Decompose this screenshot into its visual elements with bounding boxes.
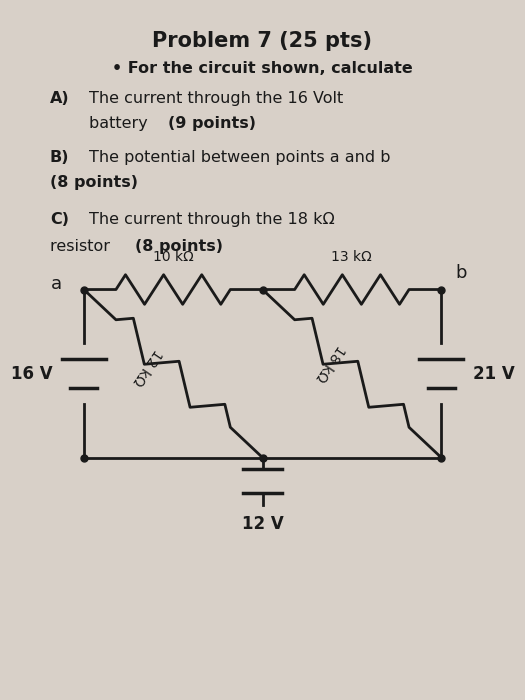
Text: 12 V: 12 V [242,514,284,533]
Text: B): B) [50,150,69,164]
Text: battery: battery [89,116,152,131]
Text: (8 points): (8 points) [134,239,223,254]
Text: The current through the 18 kΩ: The current through the 18 kΩ [89,212,334,228]
Text: • For the circuit shown, calculate: • For the circuit shown, calculate [112,61,413,76]
Text: 13 kΩ: 13 kΩ [331,250,372,264]
Text: The current through the 16 Volt: The current through the 16 Volt [89,91,343,106]
Text: C): C) [50,212,69,228]
Text: (8 points): (8 points) [50,175,138,190]
Text: The potential between points a and b: The potential between points a and b [89,150,390,164]
Text: b: b [456,264,467,281]
Text: 12 kΩ: 12 kΩ [129,346,164,388]
Text: (9 points): (9 points) [169,116,256,131]
Text: 16 V: 16 V [11,365,52,382]
Text: resistor: resistor [50,239,115,254]
Text: A): A) [50,91,70,106]
Text: a: a [51,275,62,293]
Text: 10 kΩ: 10 kΩ [153,250,194,264]
Text: 21 V: 21 V [472,365,514,382]
Text: Problem 7 (25 pts): Problem 7 (25 pts) [152,31,373,51]
Text: 18 kΩ: 18 kΩ [313,342,348,384]
